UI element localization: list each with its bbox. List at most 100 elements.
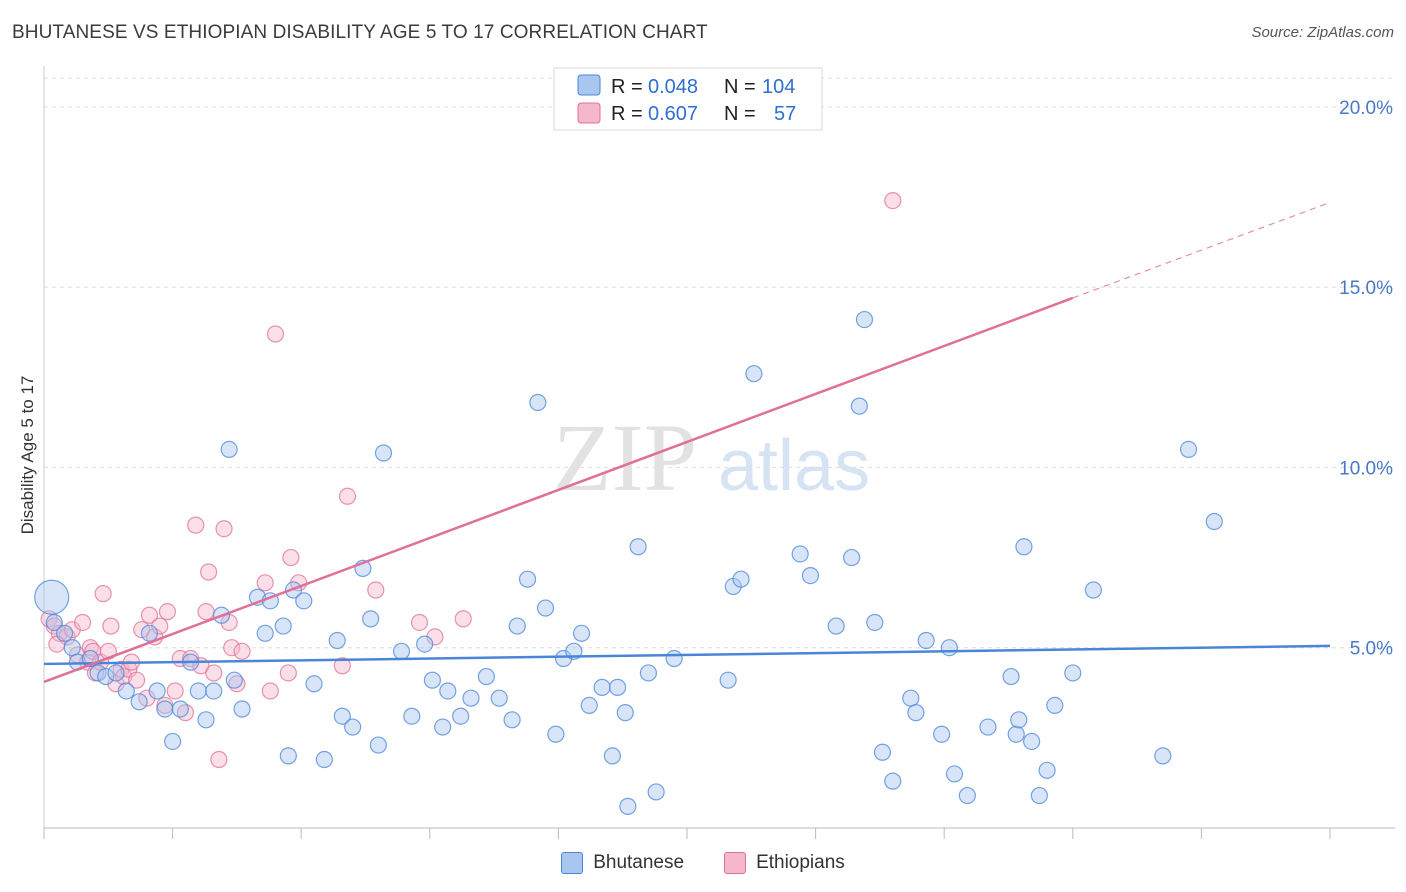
watermark-zip: ZIP bbox=[553, 404, 697, 511]
bhutanese-point bbox=[855, 310, 874, 329]
bhutanese-point bbox=[843, 548, 861, 567]
bhutanese-point bbox=[148, 682, 166, 700]
ethiopians-point bbox=[223, 639, 241, 657]
bhutanese-point bbox=[572, 624, 591, 642]
bhutanese-point bbox=[34, 579, 70, 615]
bhutanese-point bbox=[619, 797, 637, 815]
ethiopians-point bbox=[73, 613, 92, 632]
bhutanese-point bbox=[801, 566, 820, 585]
legend-r-value-ethiopians: 0.607 bbox=[648, 103, 698, 125]
bhutanese-point bbox=[827, 617, 845, 635]
bottom-legend-swatch-bhutanese bbox=[561, 852, 584, 874]
ethiopians-point bbox=[279, 664, 297, 682]
chart-title: BHUTANESE VS ETHIOPIAN DISABILITY AGE 5 … bbox=[12, 22, 708, 43]
bhutanese-point bbox=[850, 397, 868, 415]
bhutanese-point bbox=[225, 671, 243, 689]
ethiopians-point bbox=[197, 603, 215, 621]
bhutanese-point bbox=[117, 682, 135, 700]
ethiopians-point bbox=[410, 613, 429, 632]
ethiopians-point bbox=[454, 610, 472, 628]
bhutanese-point bbox=[1205, 512, 1223, 531]
axes bbox=[43, 66, 1395, 839]
bhutanese-point bbox=[197, 711, 215, 729]
bhutanese-point bbox=[616, 704, 634, 722]
bhutanese-point bbox=[1015, 538, 1033, 556]
legend-n-label-bhutanese: N = bbox=[724, 76, 756, 98]
bhutanese-point bbox=[189, 682, 207, 700]
bhutanese-point bbox=[63, 639, 81, 657]
bhutanese-point bbox=[477, 667, 495, 686]
ethiopians-point bbox=[338, 487, 357, 505]
bhutanese-point bbox=[580, 696, 598, 715]
bhutanese-point bbox=[608, 678, 627, 696]
bhutanese-point bbox=[518, 570, 537, 588]
chart-source: Source: ZipAtlas.com bbox=[1251, 24, 1394, 41]
bhutanese-point bbox=[873, 743, 892, 761]
bhutanese-point bbox=[452, 707, 470, 725]
bhutanese-point bbox=[1038, 761, 1056, 779]
bhutanese-point bbox=[362, 610, 380, 628]
bhutanese-point bbox=[902, 689, 920, 707]
bhutanese-point bbox=[220, 440, 238, 458]
ethiopians-point bbox=[94, 585, 112, 603]
bhutanese-point bbox=[462, 689, 480, 707]
bhutanese-point bbox=[55, 624, 74, 642]
legend-n-value-ethiopians: 57 bbox=[774, 103, 796, 125]
bhutanese-trend-line bbox=[43, 644, 1331, 666]
legend-swatch-bhutanese bbox=[577, 74, 601, 96]
bhutanese-point bbox=[1023, 732, 1041, 751]
bhutanese-point bbox=[490, 689, 508, 707]
bottom-legend-item-ethiopians: Ethiopians bbox=[724, 852, 845, 874]
bhutanese-point bbox=[403, 707, 421, 725]
bhutanese-point bbox=[140, 624, 159, 642]
bhutanese-point bbox=[374, 444, 393, 462]
grid-lines bbox=[44, 77, 1395, 649]
ethiopians-point bbox=[215, 520, 233, 538]
bhutanese-point bbox=[503, 711, 521, 729]
bhutanese-point bbox=[344, 718, 362, 736]
ethiopians-point bbox=[102, 617, 120, 635]
bhutanese-point bbox=[958, 786, 976, 805]
bhutanese-point bbox=[1002, 667, 1020, 686]
bhutanese-point bbox=[907, 704, 925, 722]
bhutanese-point bbox=[369, 736, 387, 754]
bhutanese-point bbox=[629, 538, 647, 556]
bhutanese-point bbox=[434, 718, 452, 736]
legend-r-value-bhutanese: 0.048 bbox=[648, 76, 698, 98]
bhutanese-point bbox=[1084, 581, 1102, 599]
bhutanese-point bbox=[979, 718, 997, 736]
bhutanese-point bbox=[439, 682, 457, 700]
ethiopians-point bbox=[884, 191, 902, 210]
bhutanese-point bbox=[1007, 725, 1025, 743]
bottom-legend-label-ethiopians: Ethiopians bbox=[756, 852, 845, 873]
bhutanese-point bbox=[1030, 786, 1048, 805]
bottom-legend: Bhutanese Ethiopians bbox=[0, 852, 1406, 874]
bhutanese-point bbox=[665, 649, 683, 668]
bhutanese-point bbox=[940, 639, 958, 657]
bhutanese-point bbox=[745, 365, 763, 383]
bhutanese-point bbox=[333, 707, 351, 725]
ethiopians-point bbox=[205, 664, 223, 682]
bhutanese-point bbox=[791, 545, 809, 563]
ethiopians-point bbox=[333, 657, 351, 675]
bhutanese-point bbox=[315, 750, 333, 769]
bottom-legend-swatch-ethiopians bbox=[724, 852, 747, 874]
bhutanese-point bbox=[732, 570, 750, 588]
bhutanese-point bbox=[392, 642, 411, 660]
legend-swatch-ethiopians bbox=[577, 102, 601, 124]
legend-n-label-ethiopians: N = bbox=[724, 103, 756, 125]
y-tick-label: 5.0% bbox=[1350, 639, 1393, 660]
y-tick-labels: 5.0% 10.0% 15.0% 20.0% bbox=[1339, 98, 1393, 660]
ethiopians-trend-line-extension bbox=[1072, 201, 1331, 299]
ethiopians-point bbox=[282, 548, 300, 567]
ethiopians-point bbox=[200, 563, 218, 581]
legend: R = 0.048 N = 104 R = 0.607 N = 57 bbox=[553, 67, 823, 131]
bhutanese-point bbox=[416, 635, 434, 653]
ethiopians-point bbox=[187, 516, 205, 534]
bhutanese-point bbox=[205, 682, 223, 700]
bhutanese-point bbox=[164, 732, 182, 751]
ethiopians-point bbox=[367, 581, 385, 599]
bhutanese-point bbox=[1010, 711, 1028, 729]
y-tick-label: 10.0% bbox=[1339, 458, 1393, 479]
ethiopians-point bbox=[266, 325, 285, 343]
